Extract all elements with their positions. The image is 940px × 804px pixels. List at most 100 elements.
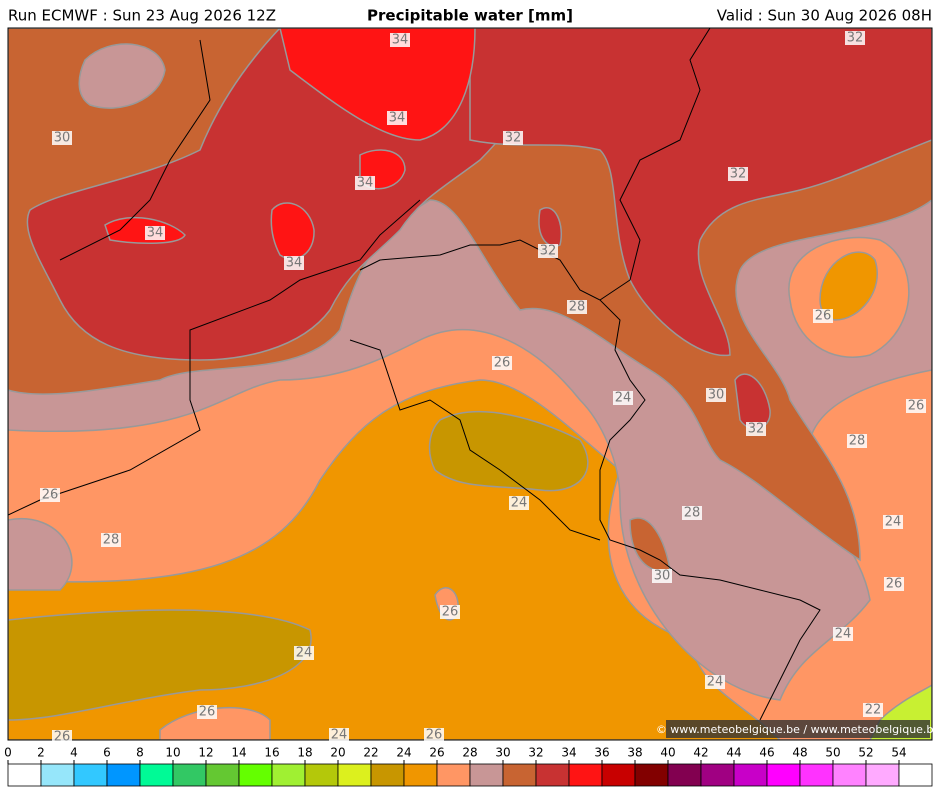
contour-label: 28 [569,300,586,315]
contour-label: 24 [511,496,528,511]
colorbar-tick-label: 34 [561,746,576,760]
contour-label: 24 [835,627,852,642]
contour-label-bg [424,728,444,742]
run-label: Run ECMWF : Sun 23 Aug 2026 12Z [8,7,276,25]
contour-label-bg [883,515,903,529]
colorbar-swatch [667,763,702,787]
contour-label-bg [567,300,587,314]
colorbar-swatch [271,763,306,787]
contour-label: 24 [331,728,348,743]
contour-label: 30 [708,388,725,403]
contour-label-bg [329,728,349,742]
colorbar-tick-label: 50 [825,746,840,760]
map [8,28,932,740]
contour-label: 26 [494,356,511,371]
colorbar-tick-label: 54 [891,746,906,760]
colorbar-swatch [73,763,108,787]
contour-label-bg [197,705,217,719]
colorbar-tick-label: 0 [4,746,12,760]
colorbar-tick-label: 48 [792,746,807,760]
colorbar-tick-label: 22 [363,746,378,760]
contour-label: 28 [684,506,701,521]
contour-label: 26 [426,728,443,743]
colorbar-tick-label: 8 [136,746,144,760]
contour-label-bg [509,496,529,510]
colorbar-swatch [205,763,240,787]
contour-label-bg [884,577,904,591]
colorbar-swatch [535,763,570,787]
map-frame [7,27,933,741]
colorbar-swatch [172,763,207,787]
contour-label: 30 [654,569,671,584]
colorbar-swatch [865,763,900,787]
contour-label: 34 [389,111,406,126]
colorbar-tick-label: 18 [297,746,312,760]
contour-label-bg [40,488,60,502]
colorbar-swatch [634,763,669,787]
contour-label-bg [440,605,460,619]
contour-label-bg [284,256,304,270]
contour-label-bg [538,244,558,258]
colorbar-tick-label: 28 [462,746,477,760]
contour-label: 24 [296,646,313,661]
colorbar-swatch [370,763,405,787]
contour-label: 24 [707,675,724,690]
colorbar-swatch [40,763,75,787]
colorbar-tick-label: 44 [726,746,741,760]
contour-label: 32 [847,31,864,46]
contour-label-bg [613,391,633,405]
colorbar-swatch [733,763,768,787]
colorbar-tick-label: 4 [70,746,78,760]
contour-label-bg [390,33,410,47]
contour-label-bg [682,506,702,520]
colorbar-swatch [436,763,471,787]
contour-label-bg [492,356,512,370]
contour-label: 32 [505,131,522,146]
contour-label: 26 [442,605,459,620]
credit-box [666,720,930,738]
contour-label: 26 [199,705,216,720]
colorbar: 0 2 4 6 8 10 12 14 16 18 20 22 24 26 28 30 32 34 36 38 40 42 4… [4,746,933,787]
colorbar-tick-label: 42 [693,746,708,760]
colorbar-tick-label: 10 [165,746,180,760]
colorbar-swatch [568,763,603,787]
colorbar-tick-label: 26 [429,746,444,760]
contour-label-bg [906,399,926,413]
contour-label: 24 [885,515,902,530]
colorbar-swatch [238,763,273,787]
colorbar-tick-label: 32 [528,746,543,760]
contour-label-bg [813,309,833,323]
colorbar-swatch [502,763,537,787]
colorbar-swatch [898,763,933,787]
contour-label: 26 [42,488,59,503]
contour-label-bg [52,131,72,145]
colorbar-swatch [139,763,174,787]
contour-label-bg [845,31,865,45]
colorbar-tick-label: 14 [231,746,246,760]
colorbar-tick-label: 16 [264,746,279,760]
colorbar-tick-label: 20 [330,746,345,760]
colorbar-tick-label: 24 [396,746,411,760]
colorbar-swatch [832,763,867,787]
credit: © www.meteobelgique.be / www.meteobelgiq… [656,723,940,736]
contour-label: 32 [748,422,765,437]
colorbar-swatch [700,763,735,787]
contour-label: 34 [392,33,409,48]
contour-label: 26 [886,577,903,592]
contour-label-bg [52,730,72,744]
contour-label: 24 [615,391,632,406]
contour-label: 26 [908,399,925,414]
colorbar-swatch [403,763,438,787]
colorbar-tick-label: 52 [858,746,873,760]
contour-label-bg [294,646,314,660]
contour-label-bg [728,167,748,181]
colorbar-swatch [469,763,504,787]
contour-label-bg [706,388,726,402]
colorbar-swatch [304,763,339,787]
contour-label-bg [387,111,407,125]
contour-label: 32 [540,244,557,259]
contour-label-bg [101,533,121,547]
colorbar-tick-label: 40 [660,746,675,760]
contour-labels: 34 34 32 32 30 34 32 34 34 32 28 26 26 24 30 26 32 28 26 24… [40,31,926,745]
